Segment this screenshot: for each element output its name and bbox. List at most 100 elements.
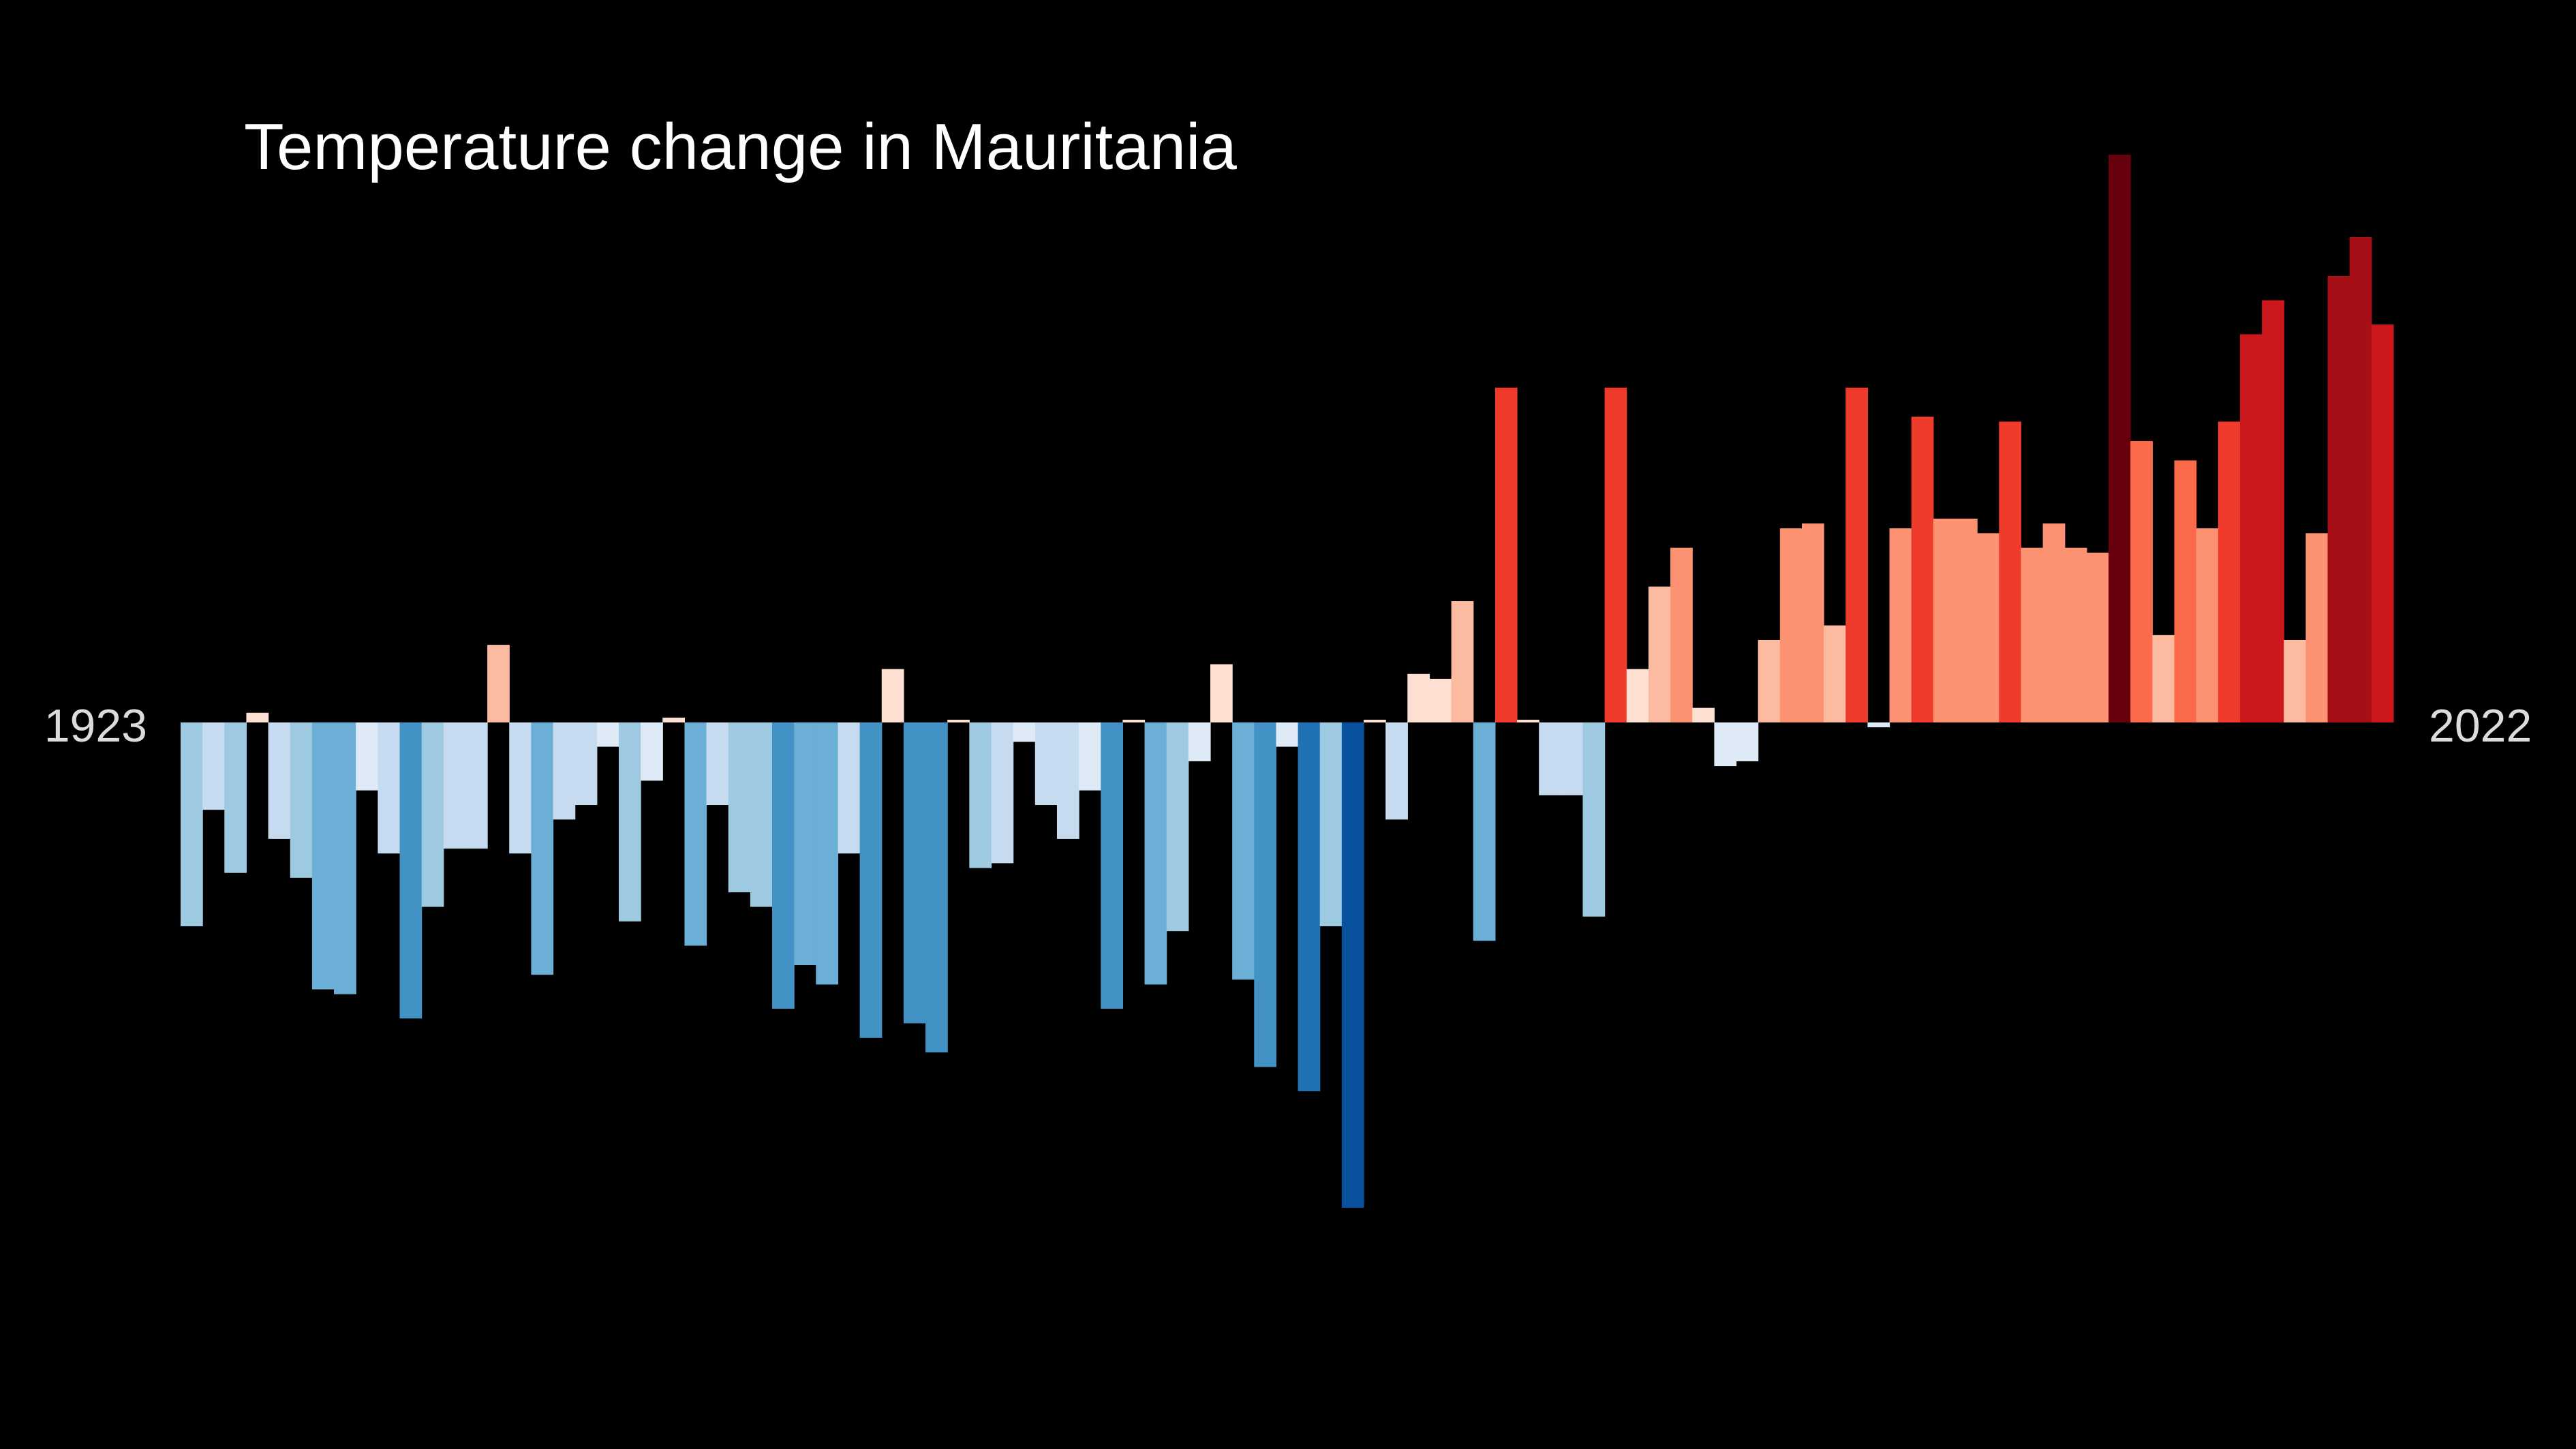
bar-1972: [1254, 722, 1277, 1067]
bar-2020: [2305, 533, 2329, 722]
bar-1944: [641, 722, 663, 781]
bar-1943: [618, 722, 641, 921]
bar-2012: [2130, 441, 2153, 722]
bar-1939: [531, 722, 554, 975]
bar-1998: [1824, 625, 1846, 722]
bar-1984: [1517, 720, 1539, 722]
bar-1997: [1801, 523, 1824, 722]
bar-1986: [1561, 722, 1584, 795]
bar-1936: [465, 722, 488, 849]
bar-1948: [728, 722, 751, 893]
bar-1966: [1122, 720, 1146, 722]
bar-1923: [181, 722, 203, 927]
bar-1976: [1341, 722, 1364, 1208]
bar-1928: [290, 722, 313, 878]
bar-1925: [224, 722, 247, 873]
bar-1938: [509, 722, 532, 854]
bar-1990: [1648, 586, 1671, 722]
bar-1957: [925, 722, 948, 1053]
bar-1996: [1779, 528, 1803, 722]
bar-1983: [1494, 387, 1518, 722]
bar-1949: [750, 722, 773, 907]
bar-1940: [553, 722, 576, 820]
bar-1963: [1056, 722, 1079, 839]
bar-2014: [2174, 460, 2197, 722]
bar-1931: [356, 722, 378, 791]
bar-1977: [1364, 720, 1386, 722]
bar-2004: [1955, 518, 1978, 722]
bar-2013: [2152, 635, 2175, 722]
bar-1951: [794, 722, 816, 965]
bar-1988: [1604, 387, 1627, 722]
bar-1954: [859, 722, 883, 1038]
bar-1992: [1692, 707, 1715, 722]
bar-2022: [2349, 237, 2372, 722]
bar-1967: [1144, 722, 1167, 985]
bar-2015: [2196, 528, 2219, 722]
bar-2021: [2327, 275, 2350, 723]
bar-2018: [2262, 300, 2284, 722]
bar-1978: [1385, 722, 1408, 820]
bar-1980: [1429, 678, 1452, 722]
bar-1961: [1013, 722, 1036, 742]
bar-1993: [1714, 722, 1737, 767]
bars-group: [181, 154, 2394, 1208]
bar-1974: [1298, 722, 1321, 1092]
bar-1995: [1758, 639, 1781, 722]
chart-title: Temperature change in Mauritania: [244, 110, 1237, 183]
bar-1987: [1582, 722, 1606, 917]
bar-1985: [1539, 722, 1561, 795]
bar-1969: [1188, 722, 1211, 761]
bar-1981: [1451, 601, 1474, 722]
bar-1930: [334, 722, 356, 994]
bar-1982: [1473, 722, 1496, 941]
bar-2007: [2021, 547, 2044, 722]
bar-2016: [2218, 421, 2241, 722]
bar-1975: [1319, 722, 1343, 927]
bar-1929: [311, 722, 335, 990]
bar-1935: [443, 722, 466, 849]
bar-2006: [1999, 421, 2022, 722]
bar-2010: [2086, 552, 2109, 722]
bar-1953: [838, 722, 861, 854]
bar-1934: [421, 722, 444, 907]
bar-1962: [1034, 722, 1058, 806]
bar-2019: [2284, 639, 2307, 722]
bar-1924: [202, 722, 225, 810]
bar-2002: [1911, 416, 1934, 722]
bar-1932: [378, 722, 401, 854]
bar-1965: [1101, 722, 1123, 1009]
bar-2003: [1933, 518, 1956, 722]
bar-1956: [903, 722, 926, 1024]
bar-1973: [1276, 722, 1299, 747]
bar-1964: [1079, 722, 1101, 791]
end-year-label: 2022: [2429, 700, 2532, 752]
bar-2008: [2042, 523, 2066, 722]
bar-1970: [1210, 664, 1233, 722]
bar-1937: [487, 645, 510, 722]
start-year-label: 1923: [44, 700, 147, 752]
bar-1946: [684, 722, 707, 946]
bar-1952: [816, 722, 839, 985]
bar-2023: [2371, 324, 2394, 722]
bar-1971: [1232, 722, 1255, 980]
bar-1958: [947, 720, 970, 722]
bar-1945: [662, 717, 686, 722]
bar-1989: [1626, 669, 1649, 722]
bar-1926: [246, 712, 269, 722]
bar-2009: [2064, 547, 2087, 722]
bar-2011: [2109, 154, 2131, 722]
bar-1941: [574, 722, 598, 806]
bar-1968: [1166, 722, 1189, 932]
bar-2000: [1867, 722, 1890, 728]
bar-1960: [991, 722, 1014, 864]
bar-1991: [1670, 547, 1693, 722]
bar-1950: [772, 722, 795, 1009]
bar-1947: [706, 722, 729, 806]
bar-2017: [2239, 334, 2263, 722]
bar-2005: [1977, 533, 1999, 722]
bar-1979: [1407, 673, 1430, 722]
bar-1999: [1845, 387, 1869, 722]
bar-2001: [1889, 528, 1912, 722]
